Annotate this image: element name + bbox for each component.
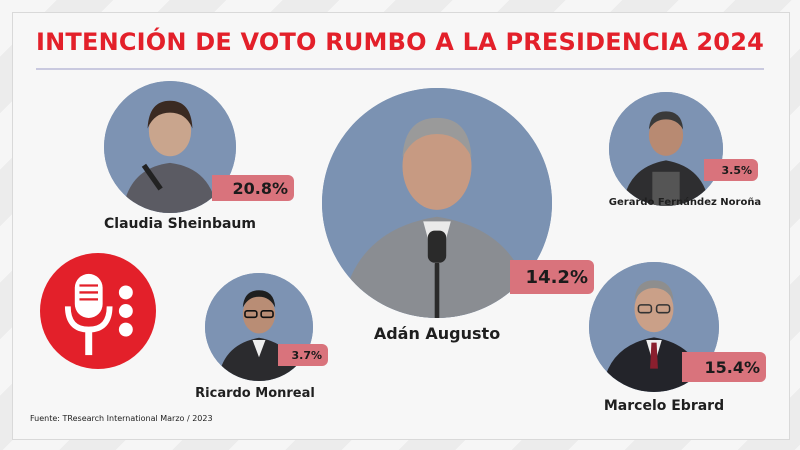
percentage-badge: 3.5%	[704, 159, 758, 181]
value-ricardo-monreal: 3.7%	[291, 348, 322, 362]
percentage-badge: 14.2%	[510, 260, 594, 294]
name-gerardo-fernandez-norona: Gerardo Fernández Noroña	[608, 197, 762, 208]
value-claudia-sheinbaum: 20.8%	[232, 178, 288, 198]
title-underline	[36, 68, 764, 70]
name-claudia-sheinbaum: Claudia Sheinbaum	[104, 216, 256, 232]
value-gerardo-fernandez-norona: 3.5%	[721, 163, 752, 177]
percentage-badge: 3.7%	[278, 344, 328, 366]
name-ricardo-monreal: Ricardo Monreal	[195, 386, 315, 401]
name-marcelo-ebrard: Marcelo Ebrard	[603, 398, 725, 414]
microphone-icon	[64, 273, 133, 356]
value-adan-augusto: 14.2%	[525, 266, 588, 288]
percentage-badge: 15.4%	[682, 352, 766, 382]
percentage-badge: 20.8%	[212, 175, 294, 201]
chart-title: INTENCIÓN DE VOTO RUMBO A LA PRESIDENCIA…	[35, 28, 764, 56]
name-adan-augusto: Adán Augusto	[373, 324, 501, 343]
person-silhouette-icon	[609, 92, 723, 206]
source-note: Fuente: TResearch International Marzo / …	[30, 414, 213, 423]
value-marcelo-ebrard: 15.4%	[704, 357, 760, 377]
photo-gerardo-fernandez-norona	[609, 92, 723, 206]
microphone-logo	[40, 253, 156, 369]
